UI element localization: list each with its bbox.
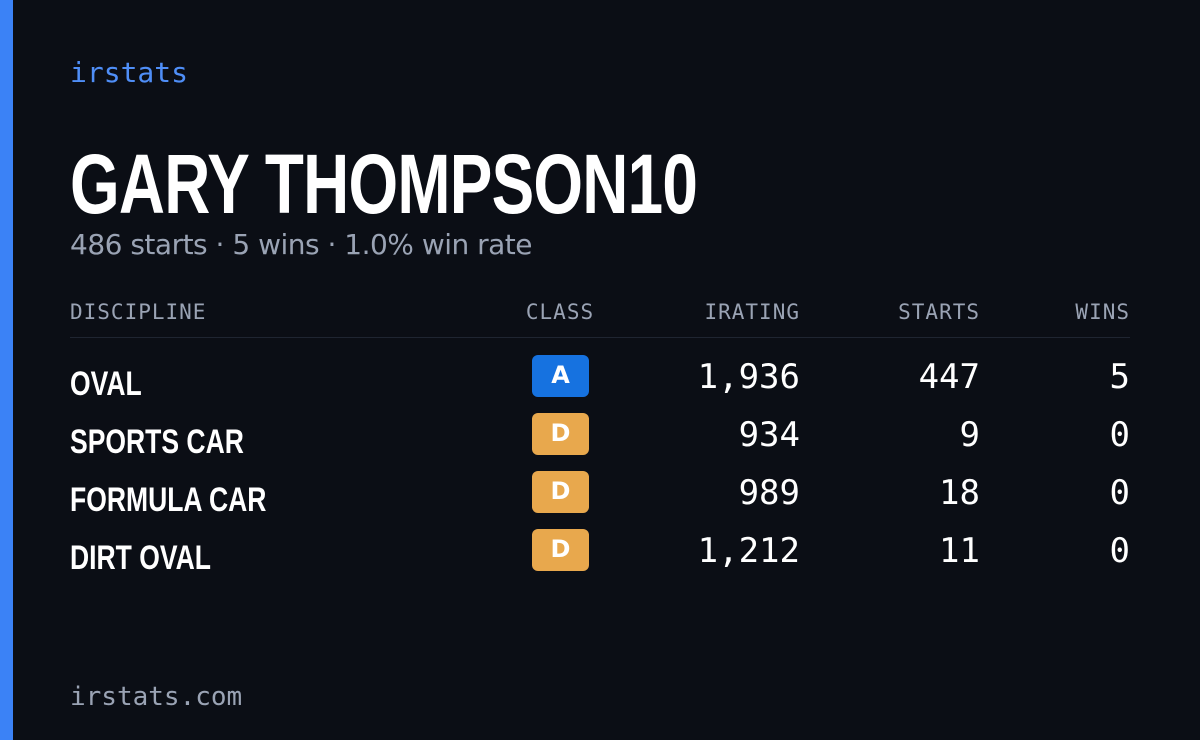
footer-url: irstats.com: [70, 682, 243, 712]
starts: 18: [939, 473, 980, 513]
subtitle: 486 starts · 5 wins · 1.0% win rate: [70, 228, 533, 261]
class-badge: D: [532, 413, 589, 455]
irating: 1,936: [697, 357, 800, 397]
driver-name: GARY THOMPSON10: [70, 137, 698, 231]
wins: 0: [1109, 473, 1130, 513]
discipline: SPORTS CAR: [70, 423, 244, 461]
irating: 1,212: [697, 531, 800, 571]
wins: 0: [1109, 415, 1130, 455]
discipline: FORMULA CAR: [70, 481, 267, 519]
class-badge: D: [532, 471, 589, 513]
column-header: IRATING: [704, 300, 800, 324]
irating: 934: [738, 415, 800, 455]
discipline: OVAL: [70, 365, 142, 403]
brand: irstats: [70, 56, 189, 89]
column-header: STARTS: [898, 300, 980, 324]
column-header: CLASS: [525, 300, 595, 324]
starts: 9: [959, 415, 980, 455]
divider: [70, 337, 1130, 338]
starts: 447: [918, 357, 980, 397]
class-badge: A: [532, 355, 589, 397]
class-badge: D: [532, 529, 589, 571]
column-header: WINS: [1075, 300, 1130, 324]
column-header: DISCIPLINE: [70, 300, 207, 324]
discipline: DIRT OVAL: [70, 539, 211, 577]
accent-bar: [0, 0, 13, 740]
wins: 0: [1109, 531, 1130, 571]
irating: 989: [738, 473, 800, 513]
wins: 5: [1109, 357, 1130, 397]
starts: 11: [939, 531, 980, 571]
